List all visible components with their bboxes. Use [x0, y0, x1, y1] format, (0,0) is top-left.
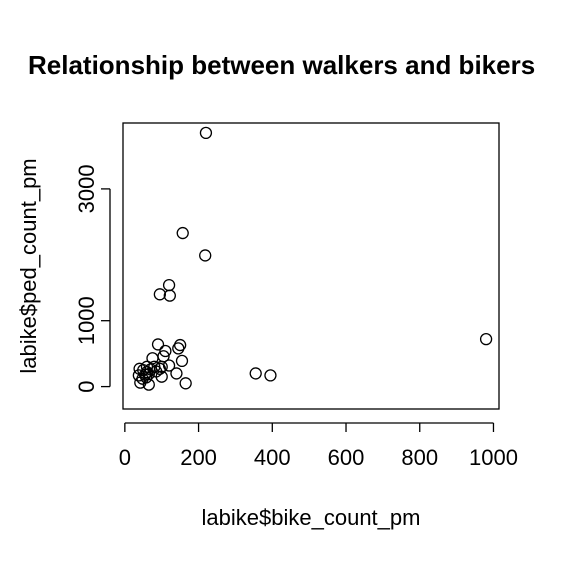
data-point — [199, 126, 213, 140]
x-tick-label: 400 — [254, 445, 291, 470]
x-axis-label: labike$bike_count_pm — [202, 505, 421, 530]
x-tick-label: 1000 — [469, 445, 518, 470]
data-point — [132, 369, 146, 382]
x-tick-label: 600 — [328, 445, 365, 470]
data-point — [176, 226, 189, 240]
y-axis: 0 1000 3000 — [74, 164, 111, 393]
x-tick-label: 0 — [119, 445, 131, 470]
data-point — [155, 370, 168, 383]
data-point — [172, 342, 185, 355]
data-point — [153, 288, 167, 301]
data-point — [249, 367, 262, 380]
data-point — [162, 278, 176, 292]
data-points — [132, 126, 493, 391]
x-tick-label: 200 — [180, 445, 217, 470]
x-tick-label: 800 — [401, 445, 438, 470]
y-tick-label: 0 — [74, 380, 99, 392]
data-point — [170, 367, 183, 380]
x-axis: 0 200 400 600 800 1000 — [119, 422, 518, 470]
y-tick-label: 1000 — [74, 296, 99, 345]
chart-title: Relationship between walkers and bikers — [28, 50, 535, 80]
y-tick-label: 3000 — [74, 164, 99, 213]
data-point — [163, 289, 176, 302]
y-axis-label: labike$ped_count_pm — [16, 158, 41, 373]
data-point — [153, 362, 167, 375]
data-point — [142, 378, 155, 391]
data-point — [264, 369, 277, 382]
data-point — [134, 376, 147, 389]
data-point — [479, 332, 493, 346]
data-point — [179, 377, 192, 390]
data-point — [140, 365, 154, 379]
plot-frame — [122, 122, 500, 410]
data-point — [175, 354, 189, 368]
data-point — [151, 338, 165, 351]
data-point — [159, 344, 172, 358]
data-point — [199, 249, 212, 262]
